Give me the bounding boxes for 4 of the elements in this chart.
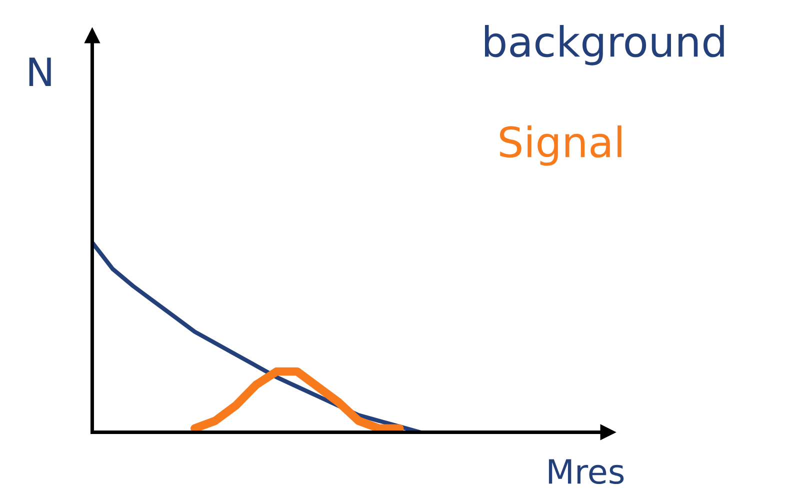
text: background (484, 25, 724, 66)
y-axis-title: N (29, 58, 51, 86)
x-axis-title: Mres (548, 459, 624, 484)
text: Signal (500, 125, 622, 166)
